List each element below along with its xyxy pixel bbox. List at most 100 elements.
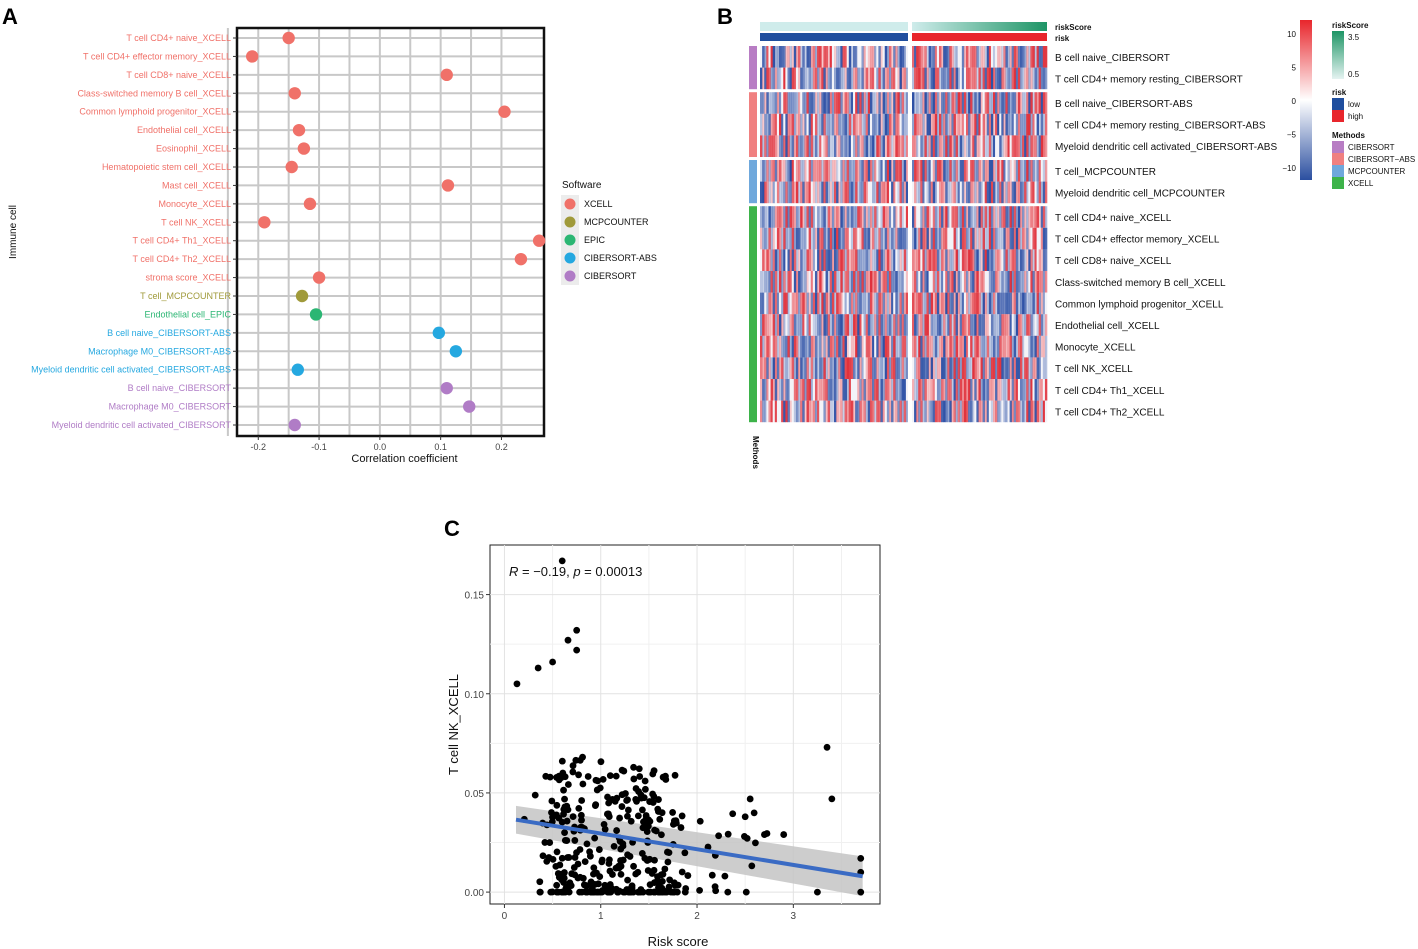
heatmap-cell <box>859 113 862 136</box>
heatmap-cell <box>760 400 763 423</box>
heatmap-cell <box>957 227 961 250</box>
heatmap-cell <box>930 335 934 358</box>
data-point <box>463 400 476 413</box>
heatmap-cell <box>1032 67 1035 90</box>
heatmap-cell <box>848 135 852 157</box>
heatmap-cell <box>1022 249 1025 271</box>
heatmap-cell <box>968 271 971 293</box>
heatmap-cell <box>972 335 975 358</box>
heatmap-cell <box>808 249 812 271</box>
heatmap-cell <box>817 314 820 336</box>
heatmap-cell <box>872 67 875 90</box>
heatmap-cell <box>961 92 965 114</box>
y-tick-label: T cell CD4+ Th1_XCELL <box>133 236 231 246</box>
heatmap-cell <box>1026 314 1029 336</box>
heatmap-cell <box>842 92 845 114</box>
heatmap-cell <box>1020 160 1023 182</box>
heatmap-cell <box>922 249 925 271</box>
heatmap-cell <box>974 249 977 271</box>
heatmap-cell <box>982 92 985 114</box>
heatmap-cell <box>1022 379 1025 401</box>
heatmap-cell <box>1042 46 1046 68</box>
heatmap-cell <box>961 113 965 136</box>
heatmap-cell <box>955 249 958 271</box>
data-point <box>696 817 704 825</box>
heatmap-cell <box>836 400 839 423</box>
heatmap-cell <box>1007 160 1010 182</box>
heatmap-cell <box>1005 249 1008 271</box>
heatmap-cell <box>869 181 873 204</box>
heatmap-cell <box>912 92 915 114</box>
heatmap-cell <box>974 314 977 336</box>
heatmap-cell <box>772 181 776 204</box>
heatmap-cell <box>1003 46 1006 68</box>
heatmap-cell <box>776 181 780 204</box>
heatmap-cell <box>872 113 875 136</box>
heatmap-cell <box>1005 206 1008 228</box>
heatmap-cell <box>976 314 979 336</box>
heatmap-cell <box>766 227 769 250</box>
heatmap-cell <box>1030 314 1033 336</box>
data-point <box>583 840 591 848</box>
heatmap-cell <box>859 314 862 336</box>
heatmap-cell <box>772 160 776 182</box>
heatmap-cell <box>924 160 927 182</box>
heatmap-cell <box>1034 400 1037 423</box>
heatmap-cell <box>1013 67 1017 90</box>
heatmap-row-label: T cell CD4+ effector memory_XCELL <box>1055 235 1220 246</box>
heatmap-cell <box>1034 227 1037 250</box>
heatmap-cell <box>997 206 1000 228</box>
heatmap-cell <box>844 335 847 358</box>
heatmap-cell <box>842 292 845 315</box>
data-point <box>549 658 556 666</box>
heatmap-cell <box>918 181 921 204</box>
heatmap-cell <box>970 135 973 157</box>
heatmap-cell <box>918 160 921 182</box>
heatmap-cell <box>861 271 864 293</box>
data-point <box>564 886 572 894</box>
heatmap-cell <box>872 206 875 228</box>
heatmap-cell <box>770 271 773 293</box>
heatmap-cell <box>848 292 852 315</box>
heatmap-cell <box>844 249 847 271</box>
data-point <box>678 812 686 820</box>
heatmap-cell <box>1026 400 1029 423</box>
heatmap-cell <box>924 46 927 68</box>
annotation-p-value: = 0.00013 <box>581 564 643 579</box>
heatmap-cell <box>874 113 877 136</box>
heatmap-cell <box>882 335 886 358</box>
y-tick-label: T cell CD4+ naive_XCELL <box>126 33 231 43</box>
heatmap-cell <box>1028 292 1031 315</box>
heatmap-cell <box>1022 135 1025 157</box>
heatmap-cell <box>888 292 892 315</box>
heatmap-cell <box>1024 92 1027 114</box>
heatmap-cell <box>1036 206 1039 228</box>
heatmap-cell <box>880 379 883 401</box>
heatmap-cell <box>795 206 799 228</box>
heatmap-cell <box>970 181 973 204</box>
heatmap-cell <box>1005 67 1008 90</box>
annotation-p-symbol: p <box>572 564 580 579</box>
heatmap-cell <box>814 92 818 114</box>
y-tick-label: Mast cell_XCELL <box>162 180 231 190</box>
heatmap-cell <box>888 379 892 401</box>
heatmap-cell <box>936 206 940 228</box>
heatmap-cell <box>953 113 956 136</box>
heatmap-cell <box>893 271 896 293</box>
heatmap-cell <box>916 292 919 315</box>
data-point <box>671 771 679 779</box>
heatmap-cell <box>829 335 833 358</box>
heatmap-cell <box>768 92 771 114</box>
heatmap-cell <box>838 314 841 336</box>
heatmap-cell <box>848 335 852 358</box>
heatmap-cell <box>982 335 985 358</box>
heatmap-cell <box>905 206 909 228</box>
heatmap-cell <box>853 206 856 228</box>
heatmap-cell <box>914 46 917 68</box>
heatmap-cell <box>963 379 967 401</box>
heatmap-cell <box>798 400 801 423</box>
heatmap-cell <box>848 46 852 68</box>
heatmap-cell <box>1013 271 1017 293</box>
heatmap-cell <box>1042 206 1046 228</box>
heatmap-cell <box>972 271 975 293</box>
